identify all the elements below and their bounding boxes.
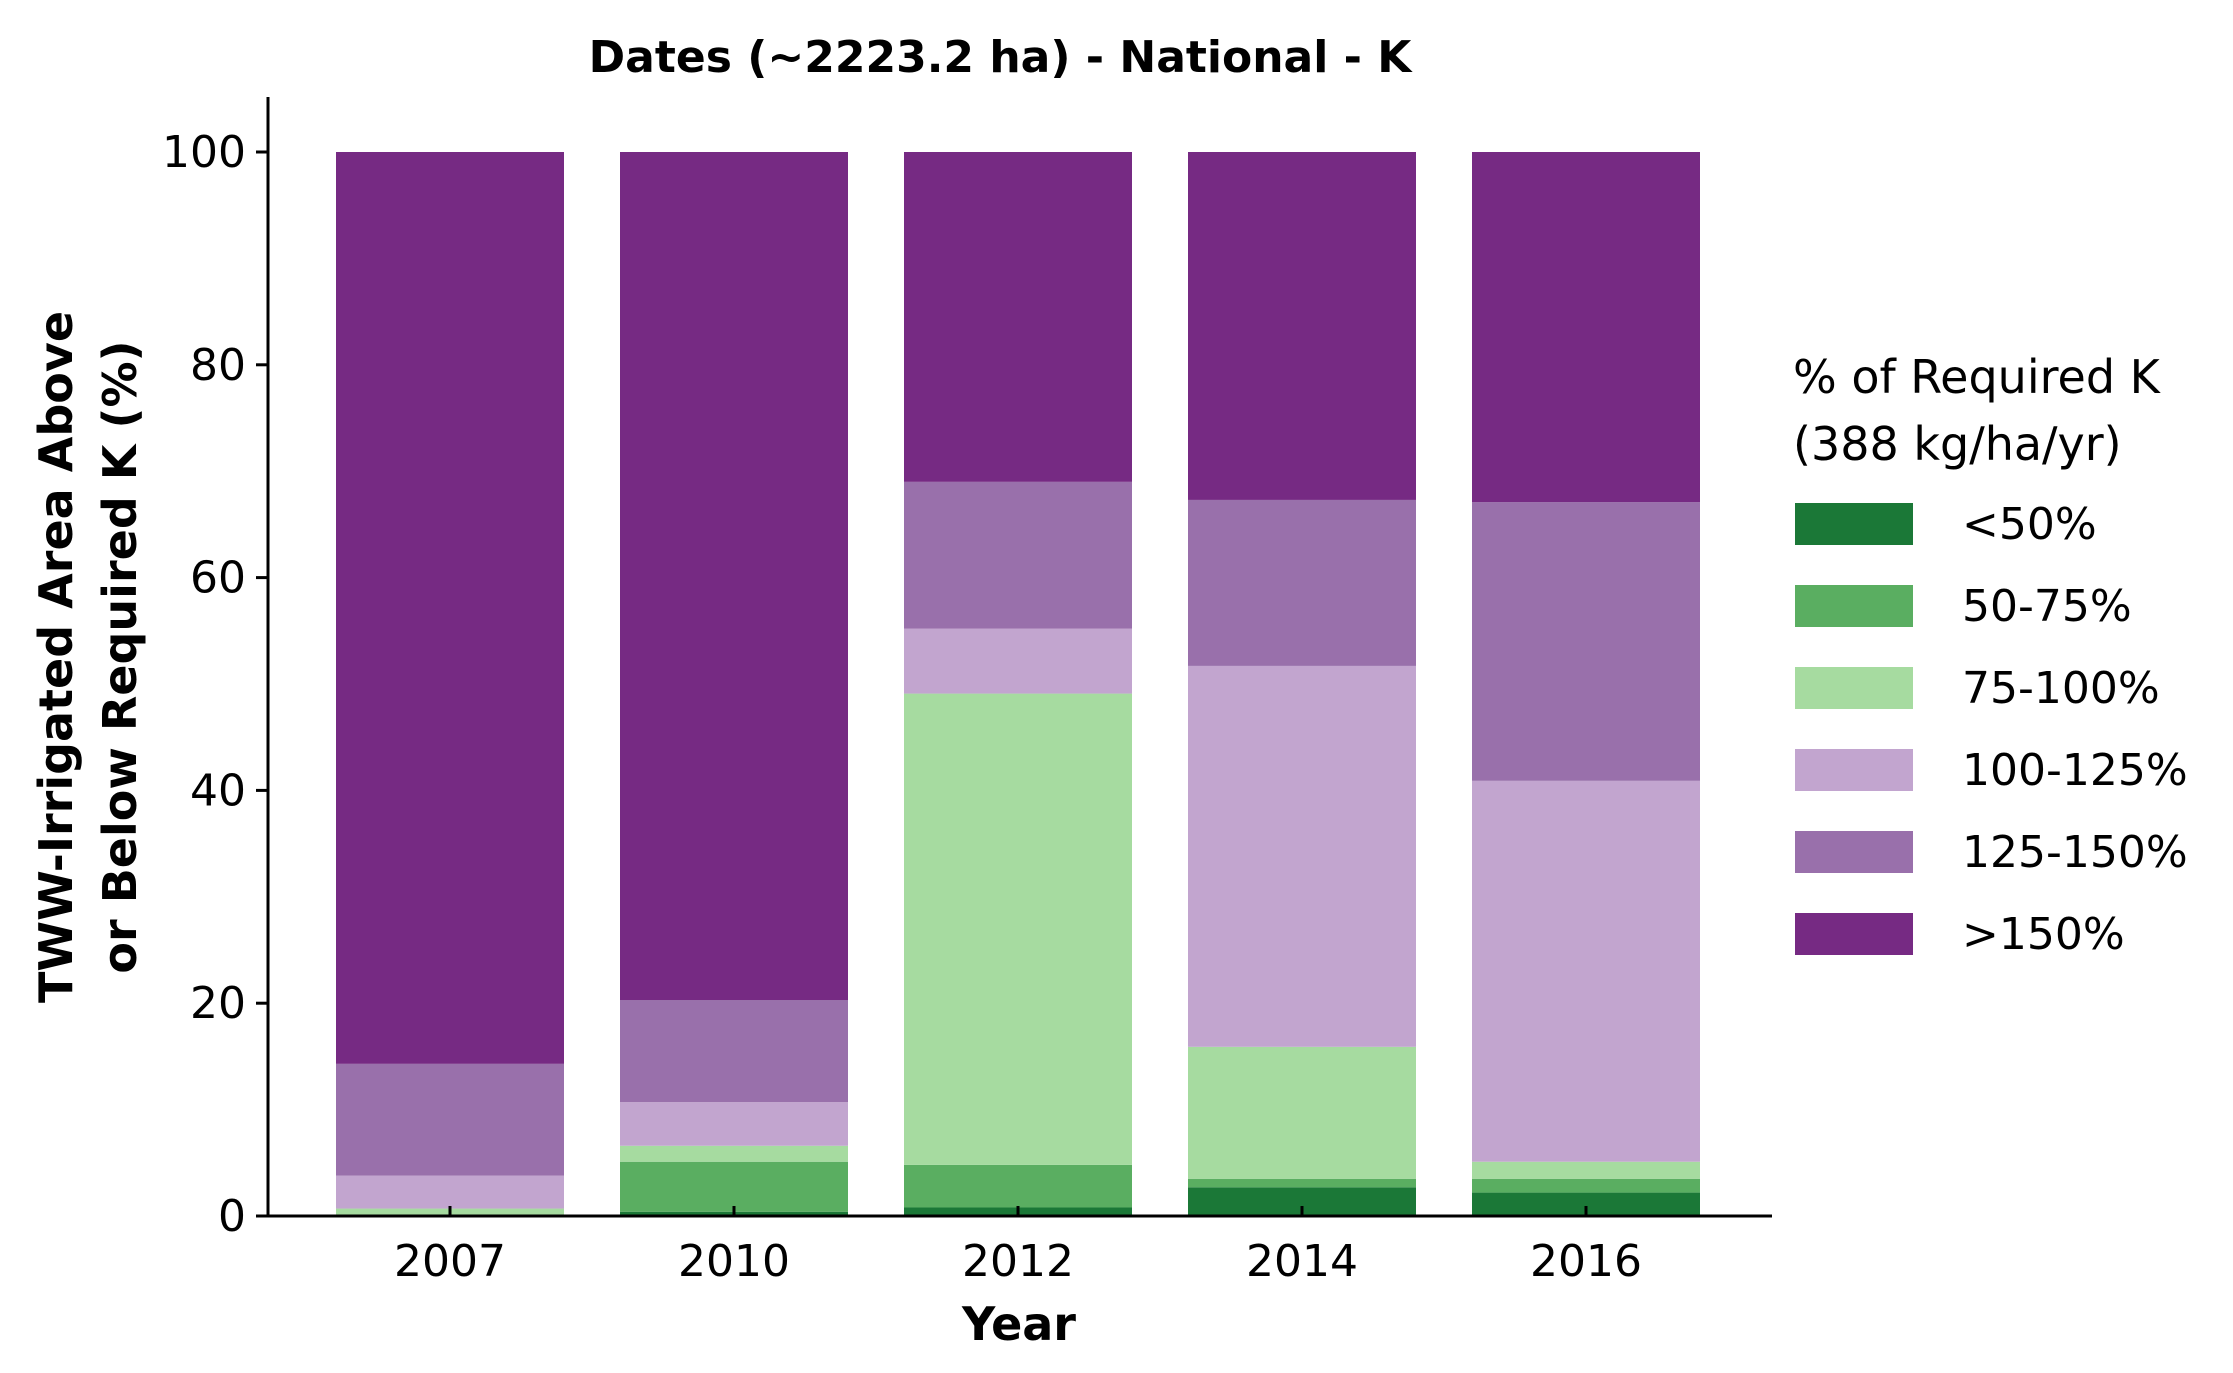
bar-2007-gt150pct [336, 152, 564, 1064]
bar-2014-50-75pct [1188, 1178, 1416, 1188]
bar-2007-125-150pct [336, 1063, 564, 1176]
bar-2010-100-125pct [620, 1102, 848, 1146]
y-tick-label-60: 60 [190, 553, 246, 604]
y-axis-title-line-2: or Below Required K (%) [93, 340, 147, 973]
x-tick-label-2014: 2014 [1246, 1236, 1358, 1287]
legend-swatch-gt150pct [1795, 913, 1913, 955]
y-tick-label-80: 80 [190, 340, 246, 391]
bars [336, 152, 1700, 1216]
bar-2016-75-100pct [1472, 1161, 1700, 1179]
x-tick-label-2010: 2010 [678, 1236, 790, 1287]
y-tick-label-40: 40 [190, 765, 246, 816]
bar-2012-50-75pct [904, 1164, 1132, 1208]
legend-label-lt50pct: <50% [1962, 499, 2097, 550]
legend-label-50-75pct: 50-75% [1962, 581, 2132, 632]
bar-2007-100-125pct [336, 1175, 564, 1209]
bar-2010-75-100pct [620, 1145, 848, 1162]
bar-2014-75-100pct [1188, 1046, 1416, 1179]
chart-title: Dates (~2223.2 ha) - National - K [589, 32, 1414, 83]
bar-2016-gt150pct [1472, 152, 1700, 503]
y-ticks: 0 20 40 60 80 100 [162, 127, 268, 1242]
y-tick-label-100: 100 [162, 127, 246, 178]
legend: % of Required K (388 kg/ha/yr) <50% 50-75… [1793, 350, 2188, 960]
legend-items: <50% 50-75% 75-100% 100-125% 125-150% >150% [1795, 499, 2188, 960]
legend-label-100-125pct: 100-125% [1962, 745, 2188, 796]
bar-2014-100-125pct [1188, 665, 1416, 1047]
legend-swatch-75-100pct [1795, 667, 1913, 709]
legend-swatch-125-150pct [1795, 831, 1913, 873]
bar-2012-75-100pct [904, 693, 1132, 1165]
bar-2016-lt50pct [1472, 1192, 1700, 1216]
y-axis-title: TWW-Irrigated Area Above or Below Requir… [29, 311, 147, 1003]
bar-2012-125-150pct [904, 481, 1132, 629]
x-ticks: 2007 2010 2012 2014 2016 [394, 1206, 1642, 1287]
x-tick-label-2012: 2012 [962, 1236, 1074, 1287]
y-axis-title-line-1: TWW-Irrigated Area Above [29, 311, 83, 1003]
legend-title-line-2: (388 kg/ha/yr) [1793, 417, 2122, 471]
bar-2014-gt150pct [1188, 152, 1416, 500]
legend-label-75-100pct: 75-100% [1962, 663, 2160, 714]
legend-swatch-100-125pct [1795, 749, 1913, 791]
bar-2012-gt150pct [904, 152, 1132, 482]
legend-swatch-lt50pct [1795, 503, 1913, 545]
bar-2012-100-125pct [904, 628, 1132, 694]
legend-label-125-150pct: 125-150% [1962, 827, 2188, 878]
legend-title-line-1: % of Required K [1793, 350, 2162, 404]
x-axis-title: Year [961, 1297, 1076, 1351]
bar-2010-125-150pct [620, 1000, 848, 1103]
y-tick-label-20: 20 [190, 978, 246, 1029]
x-tick-label-2016: 2016 [1530, 1236, 1642, 1287]
y-tick-label-0: 0 [218, 1191, 246, 1242]
bar-2016-50-75pct [1472, 1178, 1700, 1193]
bar-2016-100-125pct [1472, 780, 1700, 1162]
legend-label-gt150pct: >150% [1962, 909, 2125, 960]
bar-2010-50-75pct [620, 1161, 848, 1212]
bar-2014-125-150pct [1188, 499, 1416, 666]
bar-2016-125-150pct [1472, 502, 1700, 781]
x-tick-label-2007: 2007 [394, 1236, 506, 1287]
legend-swatch-50-75pct [1795, 585, 1913, 627]
bar-2010-gt150pct [620, 152, 848, 1001]
